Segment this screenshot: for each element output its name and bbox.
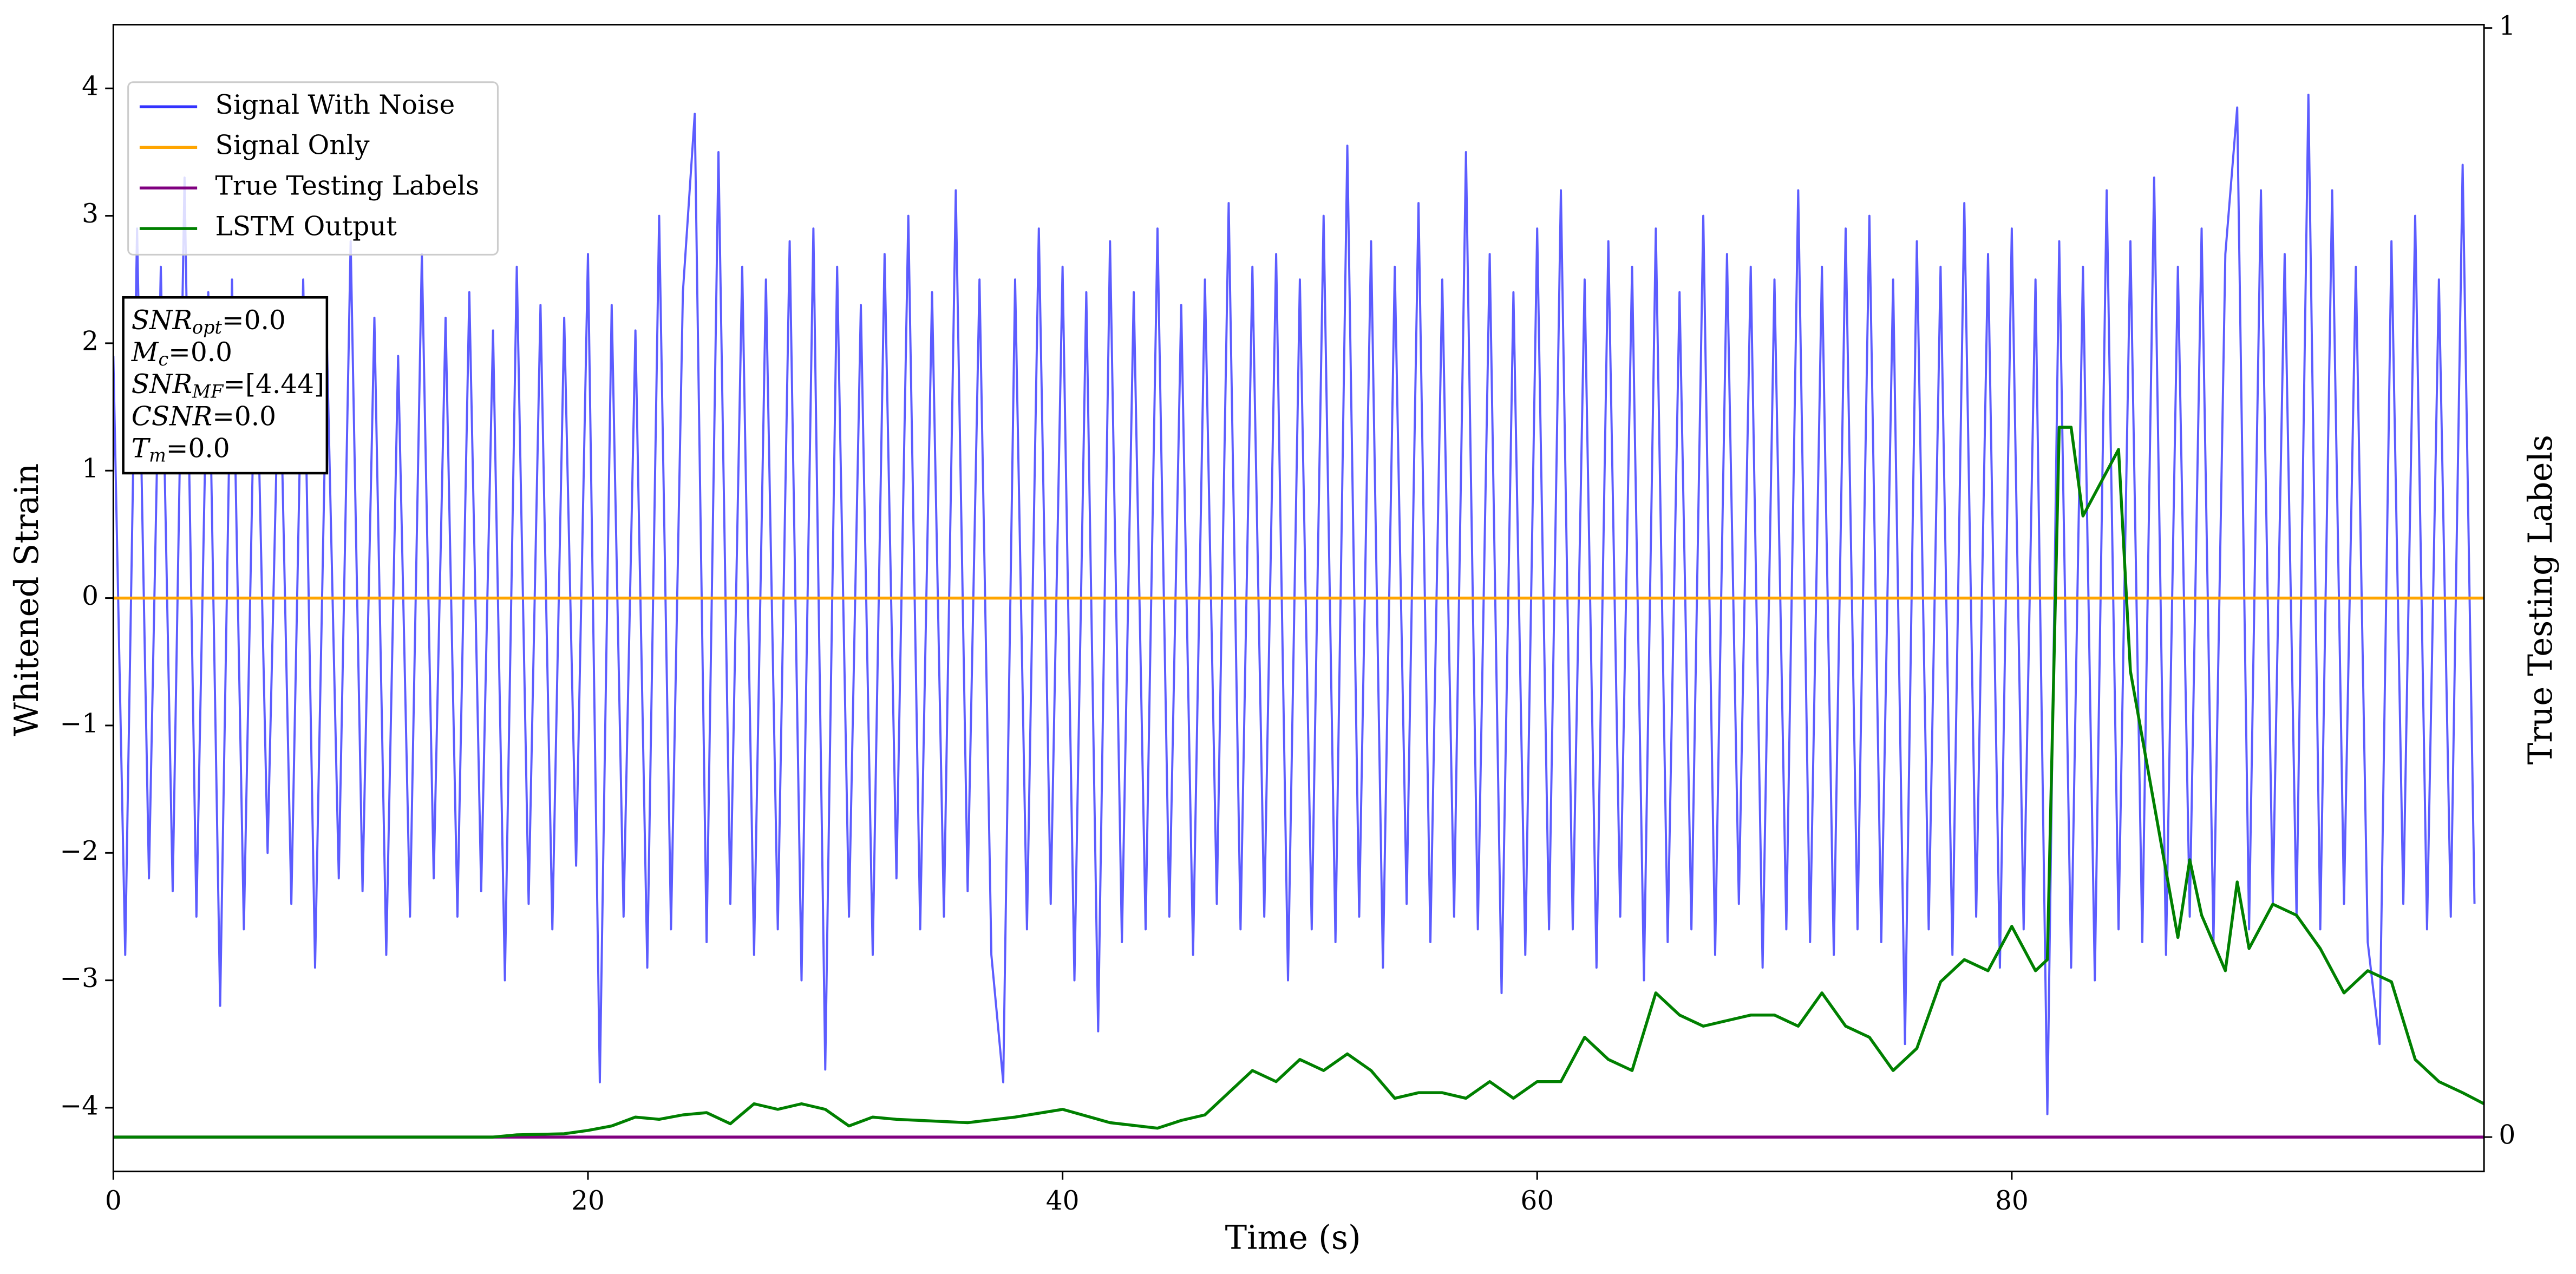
annotation-line: SNRMF=[4.44]	[132, 369, 324, 402]
annotation-subscript: c	[158, 349, 168, 370]
legend-label: True Testing Labels	[215, 171, 480, 201]
series-line	[113, 426, 2485, 1139]
annotation-subscript: opt	[192, 317, 222, 338]
y-axis-label: Whitened Strain	[8, 463, 46, 736]
y-tick-label: −4	[60, 1090, 99, 1121]
y2-tick-label: 0	[2499, 1120, 2515, 1151]
legend-label: Signal Only	[215, 130, 370, 161]
y-tick-label: −3	[60, 963, 99, 994]
annotation-value: =0.0	[222, 305, 286, 335]
y2-tick-label: 1	[2499, 11, 2515, 41]
plot-frame	[112, 24, 2485, 1173]
annotation-subscript: MF	[192, 381, 224, 402]
x-tick-label: 80	[1995, 1186, 2029, 1216]
y-tick-label: 4	[82, 71, 99, 102]
annotation-symbol: M	[131, 337, 159, 367]
annotation-line: SNRopt=0.0	[132, 305, 286, 338]
x-tick-label: 20	[571, 1186, 605, 1216]
annotation-line: CSNR=0.0	[132, 401, 276, 432]
y-tick-label: 1	[82, 454, 99, 484]
x-tick-label: 0	[105, 1186, 122, 1216]
legend-label: Signal With Noise	[215, 90, 455, 120]
annotation-value: =[4.44]	[223, 369, 324, 400]
annotation-value: =0.0	[166, 433, 230, 463]
annotation-symbol: CSNR	[132, 401, 212, 432]
annotation-symbol: SNR	[132, 369, 192, 400]
legend-label: LSTM Output	[215, 212, 397, 242]
annotation-box	[122, 296, 329, 475]
plot-area	[113, 94, 2485, 1139]
x-tick-label: 60	[1520, 1186, 1554, 1216]
y-tick-label: 3	[82, 199, 99, 229]
annotation-line: Tm=0.0	[132, 433, 230, 466]
legend-box	[127, 81, 499, 256]
y-tick-label: −1	[60, 708, 99, 739]
annotation-symbol: T	[132, 433, 151, 463]
y-tick-label: 0	[82, 581, 99, 611]
y2-axis-label: True Testing Labels	[2522, 435, 2560, 765]
series-line	[113, 94, 2476, 1115]
annotation-subscript: m	[149, 445, 166, 466]
annotation-value: =0.0	[168, 337, 232, 367]
y-tick-label: −2	[60, 836, 99, 866]
x-tick-label: 40	[1046, 1186, 1080, 1216]
annotation-value: =0.0	[212, 401, 276, 432]
annotation-line: Mc=0.0	[131, 337, 232, 370]
y-tick-label: 2	[82, 326, 99, 356]
annotation-symbol: SNR	[132, 305, 192, 335]
x-axis-label: Time (s)	[1225, 1219, 1361, 1257]
